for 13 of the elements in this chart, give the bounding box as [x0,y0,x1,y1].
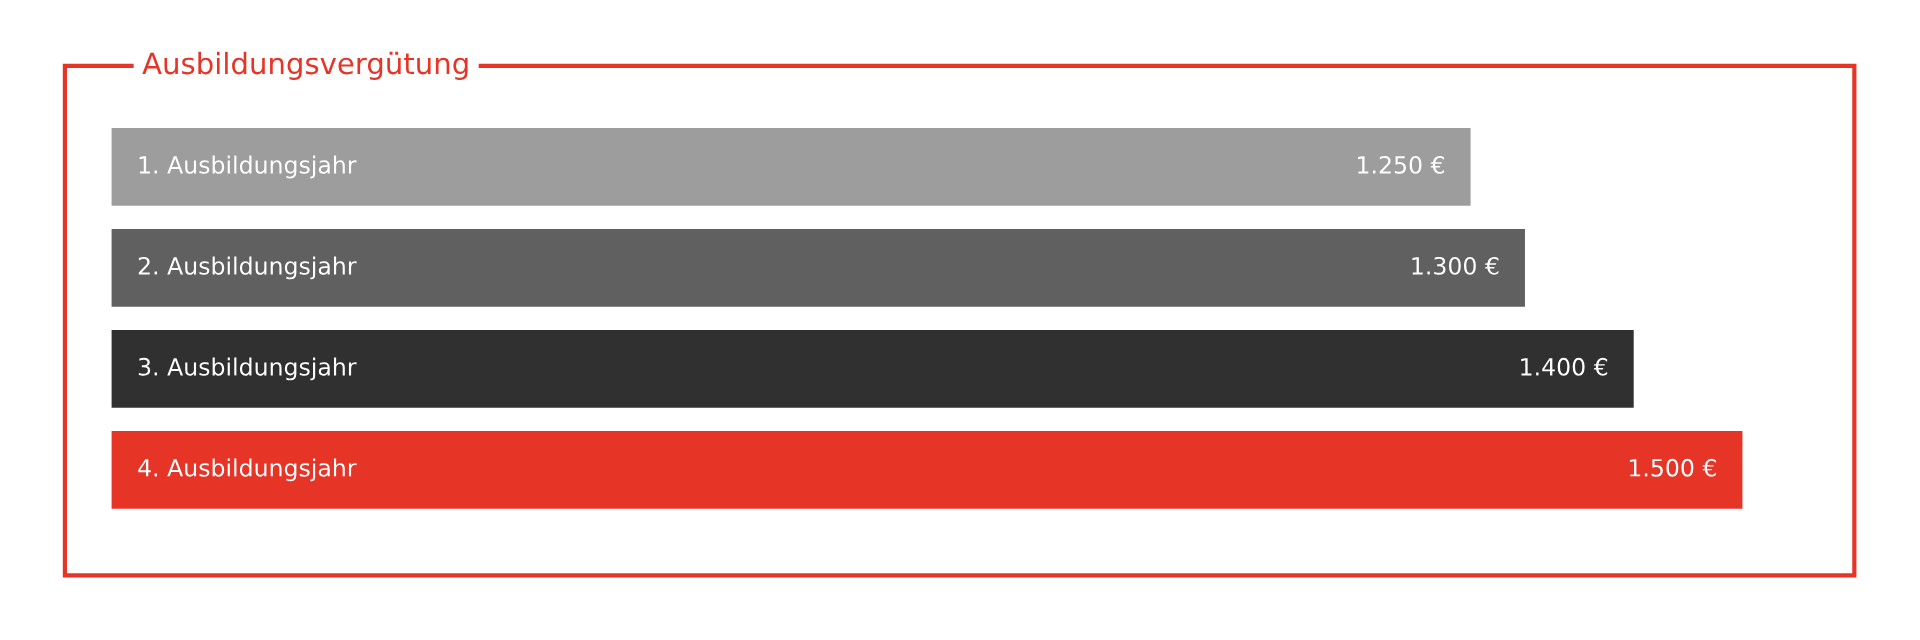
y-tick-label: 1. Ausbildungsjahr [139,155,357,179]
bar [111,229,1525,307]
chart-title: Ausbildungsvergütung [142,51,468,81]
bar [111,128,1471,206]
data-label: 1.300 € [1412,256,1499,275]
data-label: 1.250 € [1358,155,1445,174]
data-label: 1.500 € [1629,458,1716,477]
y-tick-label: 3. Ausbildungsjahr [138,357,357,381]
y-tick-label: 2. Ausbildungsjahr [138,256,357,280]
data-label: 1.400 € [1521,357,1608,376]
bar [111,330,1634,408]
bar [111,430,1743,509]
y-tick-label: 4. Ausbildungsjahr [138,458,357,482]
